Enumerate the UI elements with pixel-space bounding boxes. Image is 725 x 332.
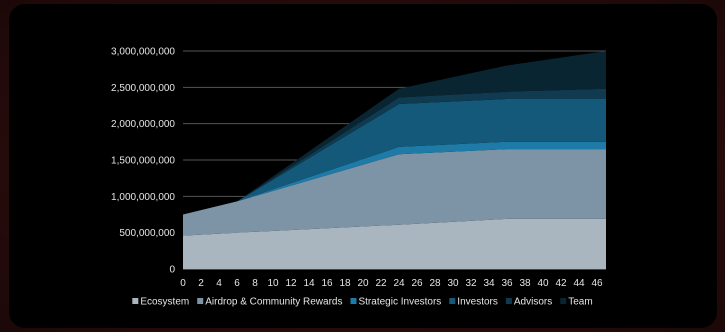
legend-item: Ecosystem xyxy=(132,297,189,308)
area-team xyxy=(183,51,606,215)
legend-item: Strategic Investors xyxy=(350,297,441,308)
x-tick-label: 8 xyxy=(252,278,258,289)
legend-swatch xyxy=(197,298,204,304)
x-tick-label: 22 xyxy=(375,278,387,289)
x-axis-ticks: 0 2 4 6 8 10 12 14 16 18 20 22 24 26 28 30 32 34 36 38 40 42 4… xyxy=(180,278,603,289)
x-tick-label: 10 xyxy=(267,278,279,289)
legend-item: Team xyxy=(560,297,593,308)
y-axis-ticks: 0 500,000,000 1,000,000,000 1,500,000,000 2,… xyxy=(111,47,175,276)
legend-item: Investors xyxy=(449,297,498,308)
x-tick-label: 42 xyxy=(555,278,567,289)
x-tick-label: 16 xyxy=(321,278,333,289)
legend-swatch xyxy=(505,298,512,304)
x-tick-label: 12 xyxy=(285,278,297,289)
x-tick-label: 6 xyxy=(234,278,240,289)
y-tick-label: 2,500,000,000 xyxy=(111,83,175,94)
legend-label: Advisors xyxy=(514,297,552,308)
x-tick-label: 32 xyxy=(465,278,477,289)
y-tick-label: 0 xyxy=(169,265,175,276)
x-tick-label: 34 xyxy=(483,278,495,289)
x-tick-label: 30 xyxy=(447,278,459,289)
y-tick-label: 1,000,000,000 xyxy=(111,192,175,203)
x-tick-label: 4 xyxy=(216,278,222,289)
area-strategic-investors xyxy=(183,141,606,215)
legend-swatch xyxy=(132,298,139,304)
x-tick-label: 40 xyxy=(537,278,549,289)
x-tick-label: 26 xyxy=(411,278,423,289)
legend-label: Strategic Investors xyxy=(358,297,441,308)
legend-item: Airdrop & Community Rewards xyxy=(197,297,342,308)
x-tick-label: 14 xyxy=(303,278,315,289)
x-tick-label: 2 xyxy=(198,278,204,289)
legend-swatch xyxy=(350,298,357,304)
x-tick-label: 38 xyxy=(519,278,531,289)
legend-label: Investors xyxy=(457,297,498,308)
area-ecosystem xyxy=(183,218,606,269)
area-airdrop-community-rewards xyxy=(183,149,606,236)
x-tick-label: 44 xyxy=(573,278,585,289)
y-tick-label: 2,000,000,000 xyxy=(111,119,175,130)
x-tick-label: 46 xyxy=(591,278,603,289)
area-series xyxy=(183,51,606,269)
legend-label: Airdrop & Community Rewards xyxy=(205,297,342,308)
y-tick-label: 1,500,000,000 xyxy=(111,156,175,167)
y-tick-label: 3,000,000,000 xyxy=(111,47,175,58)
legend-label: Ecosystem xyxy=(140,297,189,308)
x-tick-label: 24 xyxy=(393,278,405,289)
legend-swatch xyxy=(560,298,567,304)
x-tick-label: 36 xyxy=(501,278,513,289)
legend-item: Advisors xyxy=(505,297,552,308)
x-tick-label: 20 xyxy=(357,278,369,289)
legend-swatch xyxy=(449,298,456,304)
x-tick-label: 28 xyxy=(429,278,441,289)
area-investors xyxy=(183,99,606,215)
x-tick-label: 0 xyxy=(180,278,186,289)
legend-label: Team xyxy=(568,297,592,308)
legend: Ecosystem Airdrop & Community Rewards Stra… xyxy=(132,297,593,308)
y-tick-label: 500,000,000 xyxy=(119,228,175,239)
x-tick-label: 18 xyxy=(339,278,351,289)
